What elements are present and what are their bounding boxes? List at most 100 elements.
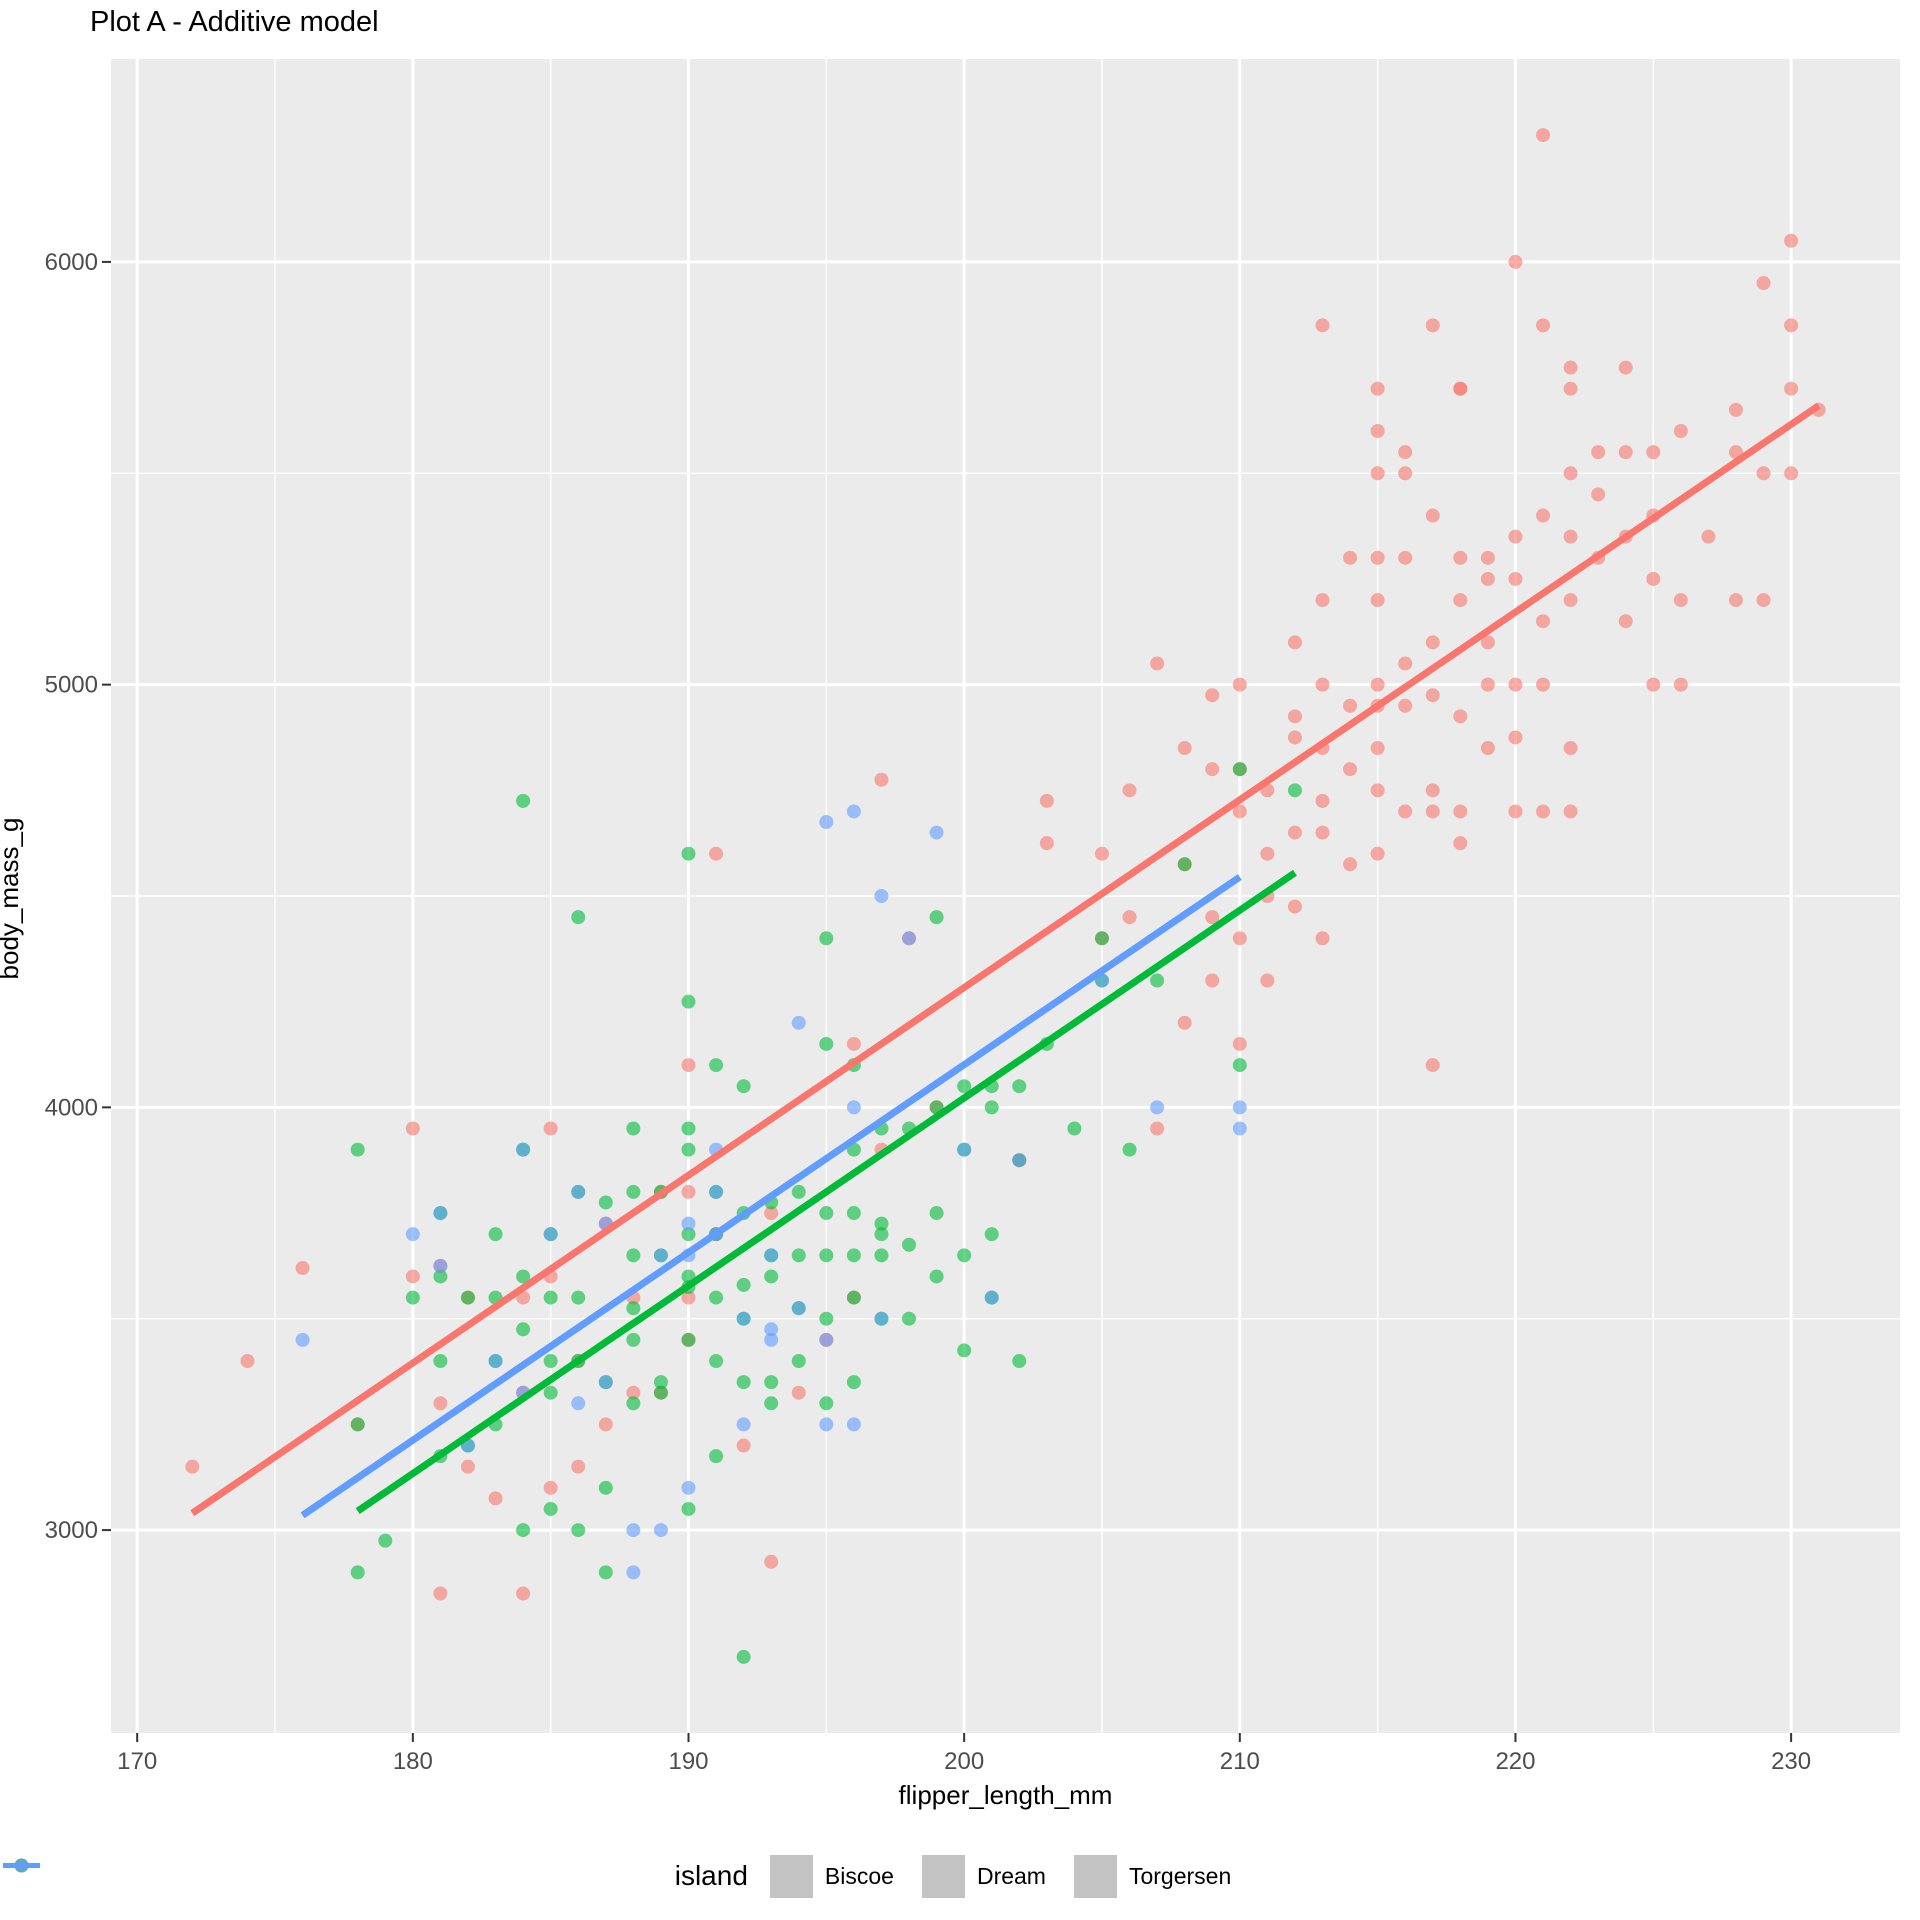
data-point (681, 1227, 696, 1242)
data-point (571, 910, 586, 925)
data-point (1232, 1058, 1247, 1073)
data-point (488, 1491, 503, 1506)
data-point (1536, 318, 1551, 333)
data-point (1398, 445, 1413, 460)
legend: island Biscoe Dream Torgersen (0, 1844, 1920, 1908)
data-point (1260, 973, 1275, 988)
data-point (791, 1354, 806, 1368)
data-point (874, 1227, 889, 1242)
data-point (984, 1100, 999, 1115)
x-axis-title: flipper_length_mm (898, 1780, 1113, 1810)
data-point (1453, 593, 1468, 608)
data-point (598, 1195, 613, 1210)
data-point (764, 1396, 779, 1411)
data-point (1287, 709, 1302, 724)
data-point (1591, 445, 1606, 460)
data-point (626, 1523, 641, 1538)
data-point (1563, 593, 1578, 608)
data-point (1425, 688, 1440, 703)
data-point (1343, 857, 1358, 872)
data-point (433, 1354, 448, 1368)
data-point (736, 1079, 751, 1094)
data-point (929, 910, 944, 925)
data-point (350, 1417, 365, 1432)
data-point (736, 1311, 751, 1326)
data-point (681, 994, 696, 1009)
data-point (516, 1142, 531, 1157)
data-point (1618, 445, 1633, 460)
data-point (1536, 804, 1551, 819)
data-point (709, 1184, 724, 1199)
data-point (1205, 688, 1220, 703)
legend-key-dream (3, 1854, 965, 1898)
data-point (681, 1290, 696, 1305)
x-tick-label: 190 (668, 1748, 708, 1775)
data-point (819, 1417, 834, 1432)
data-point (1563, 804, 1578, 819)
data-point (295, 1332, 310, 1347)
data-point (653, 1375, 668, 1390)
y-tick-label: 3000 (45, 1517, 98, 1544)
data-point (516, 1322, 531, 1337)
data-point (626, 1121, 641, 1136)
data-point (543, 1290, 558, 1305)
data-point (1536, 614, 1551, 629)
data-point (681, 1184, 696, 1199)
data-point (598, 1565, 613, 1580)
y-tick-label: 6000 (45, 249, 98, 276)
data-point (1508, 730, 1523, 745)
data-point (1205, 910, 1220, 925)
x-tick-label: 220 (1495, 1748, 1535, 1775)
data-point (543, 1501, 558, 1516)
data-point (653, 1248, 668, 1263)
legend-label-dream: Dream (976, 1862, 1046, 1889)
data-point (1315, 931, 1330, 946)
data-point (1094, 846, 1109, 861)
data-point (791, 1301, 806, 1316)
data-point (1453, 804, 1468, 819)
data-point (1122, 1142, 1137, 1157)
data-point (1480, 635, 1495, 650)
data-point (405, 1227, 420, 1242)
data-point (874, 1311, 889, 1326)
data-point (571, 1523, 586, 1538)
data-point (433, 1586, 448, 1601)
data-point (1287, 783, 1302, 798)
data-point (736, 1375, 751, 1390)
data-point (1536, 508, 1551, 523)
data-point (1453, 381, 1468, 396)
data-point (240, 1354, 255, 1368)
data-point (764, 1269, 779, 1284)
data-point (764, 1332, 779, 1347)
data-point (1508, 529, 1523, 544)
data-point (626, 1248, 641, 1263)
data-point (1122, 910, 1137, 925)
data-point (1370, 466, 1385, 481)
data-point (791, 1385, 806, 1400)
data-point (653, 1523, 668, 1538)
data-point (433, 1396, 448, 1411)
data-point (1646, 677, 1661, 692)
legend-label-biscoe: Biscoe (824, 1862, 894, 1889)
data-point (1784, 233, 1799, 248)
data-point (1398, 656, 1413, 671)
legend-key-torgersen (3, 1854, 1117, 1898)
data-point (764, 1375, 779, 1390)
data-point (681, 1501, 696, 1516)
legend-label-torgersen: Torgersen (1128, 1862, 1232, 1889)
data-point (764, 1248, 779, 1263)
data-point (1756, 276, 1771, 291)
data-point (1232, 1100, 1247, 1115)
data-point (819, 1311, 834, 1326)
data-point (516, 793, 531, 808)
x-tick-label: 200 (944, 1748, 984, 1775)
data-point (819, 1206, 834, 1221)
y-axis-title: body_mass_g (0, 817, 24, 980)
data-point (929, 825, 944, 840)
y-tick-label: 5000 (45, 672, 98, 699)
data-point (1370, 424, 1385, 438)
x-tick-label: 210 (1220, 1748, 1260, 1775)
data-point (1370, 741, 1385, 756)
data-point (1315, 825, 1330, 840)
data-point (1232, 804, 1247, 819)
